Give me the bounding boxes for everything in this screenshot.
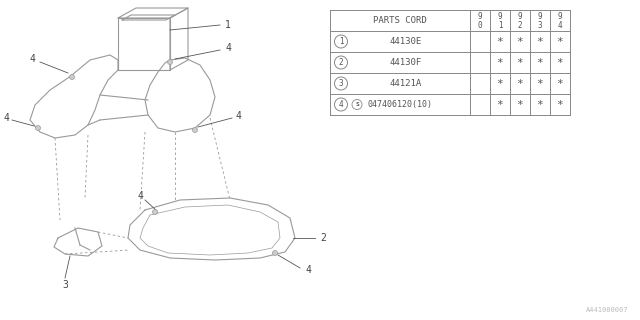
Text: 9
4: 9 4 [557, 12, 563, 29]
Text: 1: 1 [339, 37, 343, 46]
Circle shape [168, 60, 173, 65]
Text: *: * [516, 100, 524, 109]
Text: 4: 4 [137, 191, 143, 201]
Text: *: * [516, 36, 524, 46]
Text: 4: 4 [235, 111, 241, 121]
Text: S: S [355, 102, 359, 107]
Text: *: * [557, 58, 563, 68]
Text: *: * [516, 78, 524, 89]
Text: *: * [536, 36, 543, 46]
Circle shape [70, 75, 74, 79]
Text: *: * [536, 58, 543, 68]
Text: 9
1: 9 1 [498, 12, 502, 29]
Text: 3: 3 [339, 79, 343, 88]
Text: 4: 4 [225, 43, 231, 53]
Text: 047406120(10): 047406120(10) [367, 100, 433, 109]
Circle shape [152, 210, 157, 214]
Text: *: * [536, 100, 543, 109]
Text: *: * [557, 78, 563, 89]
Text: PARTS CORD: PARTS CORD [373, 16, 427, 25]
Text: *: * [497, 36, 504, 46]
Text: 2: 2 [320, 233, 326, 243]
Text: 9
2: 9 2 [518, 12, 522, 29]
Text: *: * [497, 100, 504, 109]
Text: 44130F: 44130F [390, 58, 422, 67]
Text: 4: 4 [29, 54, 35, 64]
Text: *: * [497, 78, 504, 89]
Text: *: * [516, 58, 524, 68]
Text: 1: 1 [225, 20, 231, 30]
Text: *: * [557, 36, 563, 46]
Text: *: * [557, 100, 563, 109]
Circle shape [193, 127, 198, 132]
Text: A441000007: A441000007 [586, 307, 628, 313]
Circle shape [35, 125, 40, 131]
Text: *: * [536, 78, 543, 89]
Text: 4: 4 [339, 100, 343, 109]
Text: 3: 3 [62, 280, 68, 290]
Text: 9
3: 9 3 [538, 12, 542, 29]
Circle shape [273, 251, 278, 255]
Text: 2: 2 [339, 58, 343, 67]
Text: 4: 4 [305, 265, 311, 275]
Text: 9
0: 9 0 [477, 12, 483, 29]
Text: 44121A: 44121A [390, 79, 422, 88]
Text: *: * [497, 58, 504, 68]
Text: 44130E: 44130E [390, 37, 422, 46]
Text: 4: 4 [3, 113, 9, 123]
